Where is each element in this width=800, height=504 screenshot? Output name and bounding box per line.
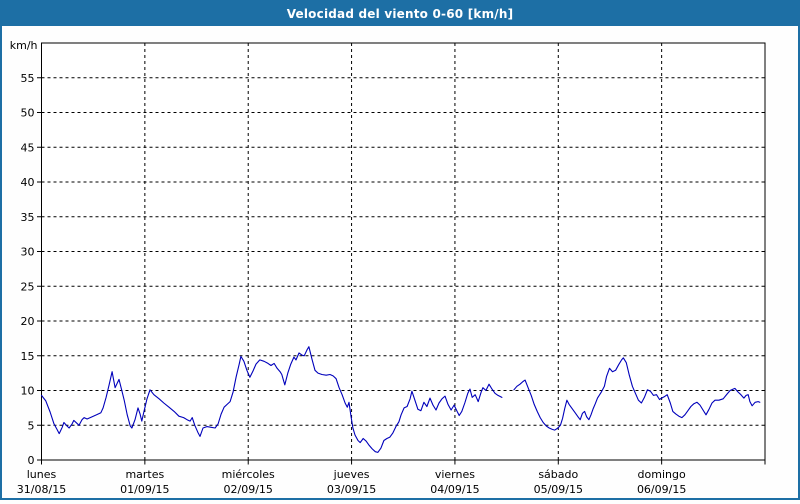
y-tick-label-40: 40 [21, 176, 35, 189]
wind-speed-chart: 0 5 10 15 20 25 30 35 40 45 50 55 km/h lunes 31/08/15 m… [10, 39, 766, 496]
y-tick-label-20: 20 [21, 315, 35, 328]
x-day-label-0: lunes [27, 468, 57, 481]
y-axis-unit-label: km/h [10, 39, 38, 52]
x-date-label-1: 01/09/15 [120, 483, 169, 496]
title-bar: Velocidad del viento 0-60 [km/h] [2, 2, 798, 26]
x-day-label-6: domingo [638, 468, 686, 481]
y-tick-label-5: 5 [28, 419, 35, 432]
x-date-label-0: 31/08/15 [17, 483, 66, 496]
wind-speed-line-segment-1 [513, 357, 761, 431]
page-title: Velocidad del viento 0-60 [km/h] [286, 7, 514, 21]
y-tick-label-15: 15 [21, 350, 35, 363]
x-day-label-2: miércoles [222, 468, 275, 481]
wind-speed-line-segment-0 [40, 346, 503, 453]
x-date-label-4: 04/09/15 [430, 483, 479, 496]
y-tick-label-45: 45 [21, 141, 35, 154]
y-tick-label-35: 35 [21, 211, 35, 224]
x-date-label-6: 06/09/15 [637, 483, 686, 496]
y-tick-label-25: 25 [21, 280, 35, 293]
y-tick-label-10: 10 [21, 385, 35, 398]
x-date-label-2: 02/09/15 [224, 483, 273, 496]
chart-area: 0 5 10 15 20 25 30 35 40 45 50 55 km/h lunes 31/08/15 m… [2, 26, 798, 498]
y-tick-label-50: 50 [21, 107, 35, 120]
y-tick-label-55: 55 [21, 72, 35, 85]
x-day-label-1: martes [125, 468, 164, 481]
x-day-label-5: sábado [538, 468, 578, 481]
x-day-label-3: jueves [333, 468, 370, 481]
y-tick-label-0: 0 [28, 454, 35, 467]
x-date-label-5: 05/09/15 [534, 483, 583, 496]
x-date-label-3: 03/09/15 [327, 483, 376, 496]
y-tick-label-30: 30 [21, 246, 35, 259]
x-day-label-4: viernes [435, 468, 475, 481]
